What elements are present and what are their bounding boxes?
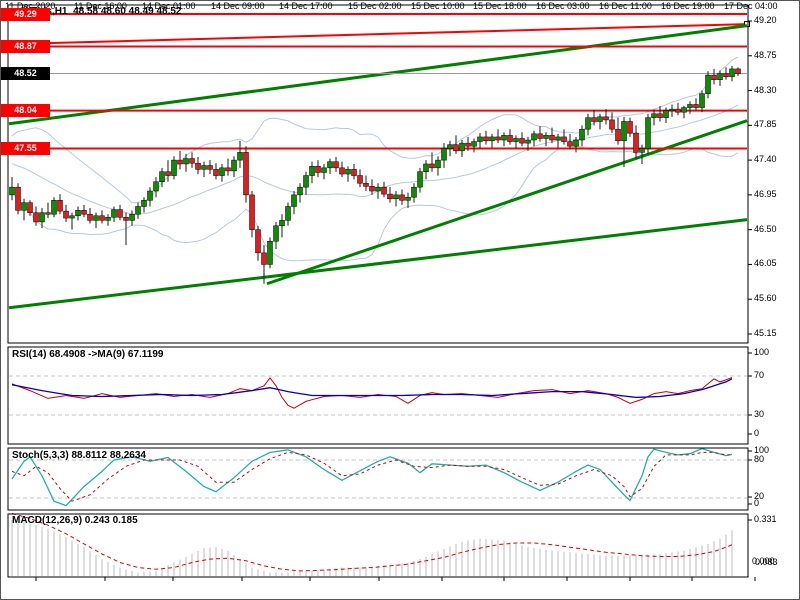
x-axis-label: 16 Dec 03:00 [536, 1, 590, 11]
rsi-axis-tick: 100 [754, 347, 770, 357]
y-axis-tick: 46.50 [754, 223, 777, 234]
rsi-axis-tick: 0 [754, 428, 760, 438]
price-tag-48.04: 48.04 [1, 104, 50, 118]
stoch-axis-tick: 20 [754, 491, 765, 501]
x-axis-label: 11 Dec 2020 [5, 1, 56, 11]
y-axis-tick: 45.60 [754, 293, 777, 304]
y-axis-tick: 47.85 [754, 119, 777, 130]
rsi-axis-tick: 30 [754, 409, 765, 419]
price-tag-48.52: 48.52 [1, 67, 50, 81]
x-axis-label: 16 Dec 19:00 [661, 1, 715, 11]
x-axis-label: 14 Dec 09:00 [211, 1, 265, 11]
y-axis-tick: 49.20 [754, 15, 777, 25]
x-axis-label: 14 Dec 17:00 [279, 1, 333, 11]
stochastic-indicator-label: Stoch(5,3,3) 88.8112 88.2634 [12, 450, 146, 461]
stoch-axis-tick: 0 [754, 498, 760, 508]
rsi-axis-tick: 70 [754, 370, 765, 380]
x-axis-label: 15 Dec 10:00 [411, 1, 465, 11]
y-axis-tick: 45.15 [754, 328, 777, 338]
macd-axis-tick: 0.331 [754, 514, 777, 524]
macd-axis-tick: 0.083 [755, 557, 778, 567]
macd-axis-tick: 0.000 [752, 556, 775, 566]
rsi-indicator-label: RSI(14) 68.4908 ->MA(9) 67.1199 [12, 349, 164, 360]
macd-indicator-label: MACD(12,26,9) 0.243 0.185 [12, 515, 138, 526]
stoch-axis-tick: 100 [754, 445, 770, 455]
x-axis-label: 15 Dec 18:00 [473, 1, 527, 11]
x-axis-label: 15 Dec 02:00 [348, 1, 402, 11]
price-tag-47.55: 47.55 [1, 142, 50, 156]
x-axis-label: 14 Dec 01:00 [142, 1, 196, 11]
stoch-axis-tick: 80 [754, 454, 765, 464]
y-axis-tick: 47.40 [754, 154, 777, 165]
price-tag-48.87: 48.87 [1, 40, 50, 53]
x-axis-label: 11 Dec 16:00 [74, 1, 127, 11]
y-axis-tick: 48.75 [754, 49, 777, 60]
price-tag-49.29: 49.29 [1, 7, 50, 21]
y-axis-tick: 46.05 [754, 258, 777, 269]
quote-label: 48.58 48.60 48.49 48.52 [73, 6, 182, 17]
y-axis-tick: 48.30 [754, 84, 777, 95]
x-axis-label: 16 Dec 11:00 [599, 1, 652, 11]
y-axis-tick: 46.95 [754, 188, 777, 199]
x-axis-label: 17 Dec 04:00 [724, 1, 778, 11]
